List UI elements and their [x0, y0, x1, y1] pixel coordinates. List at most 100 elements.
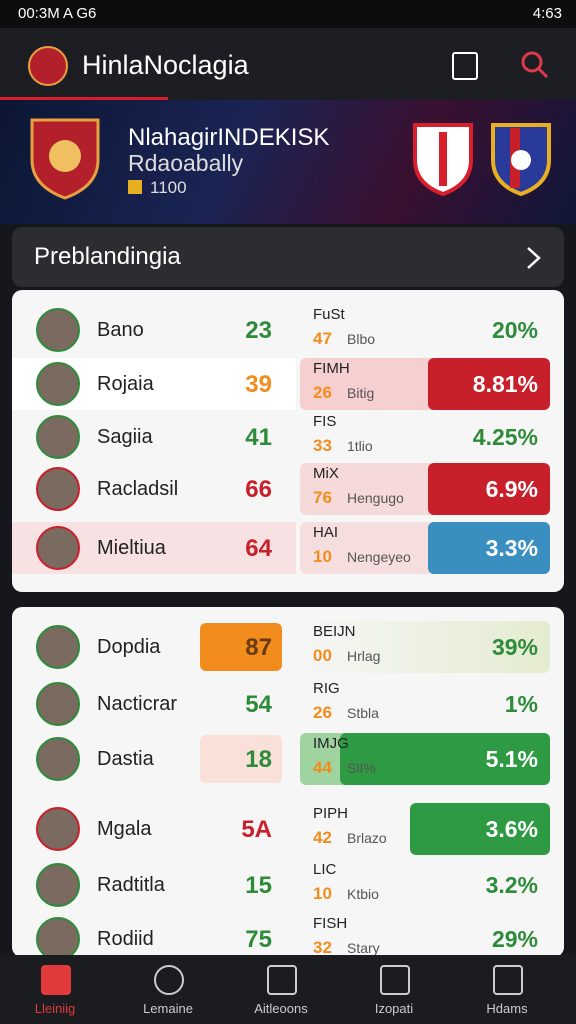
bottom-nav: Lleiniig Lemaine Aitleoons Izopati Hdams — [0, 955, 576, 1024]
team-sub: Ktbio — [347, 886, 379, 902]
hero-points: 1100 — [150, 178, 187, 197]
team-code: FIS — [313, 413, 337, 430]
coin-icon — [128, 180, 142, 194]
standings-card: Bano 23 FuSt 47 Blbo 20% Rojaia 39 FIMH 26 Bitig 8.… — [12, 290, 564, 592]
player-name: Rojaia — [97, 373, 154, 395]
score: 75 — [245, 926, 272, 953]
team-sub: 1tlio — [347, 438, 373, 454]
rank: 26 — [313, 383, 332, 402]
score: 15 — [245, 872, 272, 899]
nav-icon — [380, 965, 410, 995]
player-avatar — [36, 682, 80, 726]
team-code: HAI — [313, 524, 339, 541]
score: 87 — [245, 634, 272, 661]
rank: 76 — [313, 488, 332, 507]
crest-b — [491, 123, 551, 196]
standing-row[interactable]: Dopdia 87 BEIJN 00 Hrlag 39% — [12, 621, 564, 673]
app-bar: HinlaNoclagia — [0, 28, 576, 100]
player-avatar — [36, 917, 80, 961]
standing-row[interactable]: Mgala 5A PIPH 42 Brlazo 3.6% — [12, 803, 564, 855]
percent: 1% — [504, 691, 538, 717]
club-crest — [30, 118, 100, 200]
status-bar: 00:3M A G6 4:63 — [0, 0, 576, 28]
rank: 10 — [313, 547, 332, 566]
percent: 29% — [491, 926, 538, 952]
standing-row[interactable]: Nacticrar 54 RIG 26 Stbla 1% — [12, 678, 564, 730]
player-avatar — [36, 467, 80, 511]
percent: 20% — [491, 317, 538, 343]
percent-box — [428, 358, 550, 410]
standing-row[interactable]: Mieltiua 64 HAI 10 Nengeyeo 3.3% — [12, 522, 564, 574]
nav-item[interactable]: Aitleoons — [231, 955, 331, 1024]
nav-icon — [493, 965, 523, 995]
player-avatar — [36, 737, 80, 781]
percent: 3.2% — [485, 872, 538, 898]
status-time: 00:3M A G6 — [18, 5, 97, 22]
player-name: Sagiia — [97, 426, 153, 448]
team-sub: Brlazo — [347, 830, 387, 846]
player-name: Dastia — [97, 748, 154, 770]
standing-row[interactable]: Racladsil 66 MiX 76 Hengugo 6.9% — [12, 463, 564, 515]
player-avatar — [36, 362, 80, 406]
hero-banner: NlahagirINDEKISK Rdaoabally 1100 — [0, 100, 576, 224]
percent: 5.1% — [485, 746, 538, 772]
score: 54 — [245, 691, 272, 718]
nav-item[interactable]: Lemaine — [118, 955, 218, 1024]
rank: 10 — [313, 884, 332, 903]
team-sub: Stary — [347, 940, 380, 956]
copy-button[interactable] — [452, 52, 478, 80]
standing-row[interactable]: Radtitla 15 LIC 10 Ktbio 3.2% — [12, 859, 564, 911]
team-sub: SlI% — [347, 760, 376, 776]
percent: 6.9% — [485, 476, 538, 502]
row-highlight — [300, 621, 550, 673]
score: 41 — [245, 424, 272, 451]
team-sub: Nengeyeo — [347, 549, 411, 565]
player-avatar — [36, 863, 80, 907]
rank: 44 — [313, 758, 332, 777]
crest-a — [413, 123, 473, 196]
score: 18 — [245, 746, 272, 773]
team-sub: Hrlag — [347, 648, 381, 664]
player-name: Radtitla — [97, 874, 165, 896]
percent-box — [428, 463, 550, 515]
rank: 47 — [313, 329, 332, 348]
rank: 00 — [313, 646, 332, 665]
score-box — [200, 623, 282, 671]
hero-subtitle: Rdaoabally — [128, 150, 244, 176]
section-header[interactable]: Preblandingia — [12, 227, 564, 287]
standing-row[interactable]: Sagiia 41 FIS 33 1tlio 4.25% — [12, 411, 564, 463]
standing-row[interactable]: Dastia 18 IMJG 44 SlI% 5.1% — [12, 733, 564, 785]
nav-item[interactable]: Hdams — [457, 955, 557, 1024]
player-avatar — [36, 526, 80, 570]
nav-label: Izopati — [374, 1001, 414, 1016]
rank: 26 — [313, 703, 332, 722]
nav-item[interactable]: Lleiniig — [5, 955, 105, 1024]
player-name: Racladsil — [97, 478, 179, 500]
percent: 39% — [491, 634, 538, 660]
search-button[interactable] — [520, 50, 550, 80]
standing-row[interactable]: Bano 23 FuSt 47 Blbo 20% — [12, 304, 564, 356]
percent: 3.3% — [485, 535, 538, 561]
team-sub: Hengugo — [347, 490, 404, 506]
standing-row[interactable]: Rojaia 39 FIMH 26 Bitig 8.81% — [12, 358, 564, 410]
standing-row[interactable]: Rodiid 75 FISH 32 Stary 29% — [12, 913, 564, 965]
nav-item[interactable]: Izopati — [344, 955, 444, 1024]
score: 64 — [245, 535, 272, 562]
player-name: Mgala — [97, 818, 152, 840]
team-code: BEIJN — [313, 623, 356, 640]
team-code: LIC — [313, 861, 337, 878]
percent-box — [340, 733, 550, 785]
team-sub: Blbo — [347, 331, 376, 347]
rank: 32 — [313, 938, 332, 957]
app-title: HinlaNoclagia — [82, 50, 249, 80]
chevron — [527, 247, 541, 269]
player-name: Nacticrar — [97, 693, 178, 715]
percent-box — [428, 522, 550, 574]
team-sub: Bitig — [347, 385, 375, 401]
nav-icon — [41, 965, 71, 995]
section-title: Preblandingia — [34, 243, 181, 270]
player-avatar — [36, 807, 80, 851]
team-sub: Stbla — [347, 705, 379, 721]
percent: 3.6% — [485, 816, 538, 842]
